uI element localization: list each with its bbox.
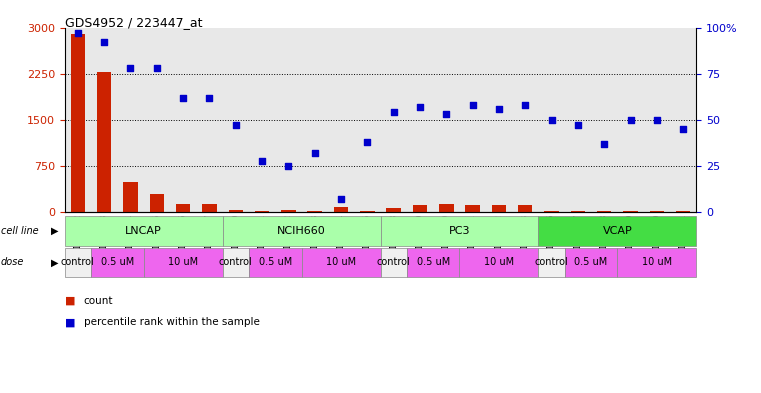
Point [151, 65, 163, 71]
Bar [387, 208, 401, 212]
Bar [281, 210, 295, 212]
Point [203, 95, 215, 101]
Text: GDS4952 / 223447_at: GDS4952 / 223447_at [65, 16, 202, 29]
Text: VCAP: VCAP [603, 226, 632, 236]
Bar [565, 248, 617, 277]
Bar [597, 211, 611, 212]
Bar [360, 211, 374, 212]
Point [256, 157, 268, 163]
Text: ■: ■ [65, 296, 75, 306]
Text: 10 uM: 10 uM [484, 257, 514, 267]
Point [98, 39, 110, 46]
Text: dose: dose [1, 257, 24, 267]
Point [677, 126, 689, 132]
Bar [223, 248, 249, 277]
Bar [439, 204, 454, 212]
Text: LNCAP: LNCAP [126, 226, 162, 236]
Bar [301, 248, 380, 277]
Bar [650, 211, 664, 212]
Text: 0.5 uM: 0.5 uM [259, 257, 292, 267]
Text: PC3: PC3 [449, 226, 470, 236]
Bar [65, 216, 223, 246]
Point [177, 95, 189, 101]
Bar [380, 248, 407, 277]
Bar [544, 211, 559, 212]
Text: ■: ■ [65, 317, 75, 327]
Point [230, 122, 242, 129]
Bar [176, 204, 190, 212]
Text: cell line: cell line [1, 226, 38, 236]
Bar [150, 194, 164, 212]
Point [493, 106, 505, 112]
Bar [518, 205, 533, 212]
Bar [255, 211, 269, 212]
Bar [676, 211, 690, 212]
Point [598, 141, 610, 147]
Bar [249, 248, 301, 277]
Bar [492, 205, 506, 212]
Point [72, 30, 84, 36]
Bar [307, 211, 322, 212]
Text: percentile rank within the sample: percentile rank within the sample [84, 317, 260, 327]
Bar [65, 248, 91, 277]
Bar [623, 211, 638, 212]
Point [387, 109, 400, 116]
Text: 0.5 uM: 0.5 uM [100, 257, 134, 267]
Bar [97, 72, 111, 212]
Bar [144, 248, 223, 277]
Bar [407, 248, 460, 277]
Bar [539, 216, 696, 246]
Text: control: control [61, 257, 94, 267]
Bar [202, 204, 217, 212]
Text: 10 uM: 10 uM [168, 257, 198, 267]
Point [124, 65, 136, 71]
Point [414, 104, 426, 110]
Text: 10 uM: 10 uM [326, 257, 356, 267]
Bar [466, 205, 480, 212]
Point [625, 117, 637, 123]
Point [572, 122, 584, 129]
Text: ▶: ▶ [51, 257, 59, 267]
Text: count: count [84, 296, 113, 306]
Bar [380, 216, 539, 246]
Bar [412, 205, 427, 212]
Bar [71, 34, 85, 212]
Point [651, 117, 663, 123]
Bar [228, 210, 243, 212]
Text: control: control [219, 257, 253, 267]
Point [282, 163, 295, 169]
Point [546, 117, 558, 123]
Text: ▶: ▶ [51, 226, 59, 236]
Text: NCIH660: NCIH660 [277, 226, 326, 236]
Bar [539, 248, 565, 277]
Point [466, 102, 479, 108]
Text: control: control [535, 257, 568, 267]
Text: control: control [377, 257, 410, 267]
Bar [571, 211, 585, 212]
Bar [223, 216, 380, 246]
Bar [91, 248, 144, 277]
Text: 0.5 uM: 0.5 uM [416, 257, 450, 267]
Bar [123, 182, 138, 212]
Point [519, 102, 531, 108]
Point [309, 150, 321, 156]
Point [335, 196, 347, 202]
Bar [334, 207, 349, 212]
Text: 0.5 uM: 0.5 uM [575, 257, 608, 267]
Bar [460, 248, 539, 277]
Bar [617, 248, 696, 277]
Point [361, 139, 374, 145]
Point [440, 111, 452, 118]
Text: 10 uM: 10 uM [642, 257, 672, 267]
